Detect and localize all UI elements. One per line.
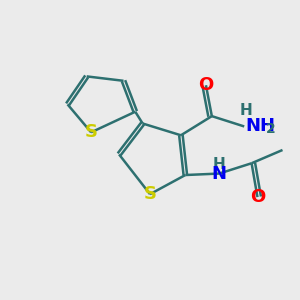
- Text: S: S: [143, 185, 157, 203]
- Text: N: N: [212, 165, 227, 183]
- Text: H: H: [213, 157, 226, 172]
- Text: O: O: [198, 76, 214, 94]
- Text: O: O: [250, 188, 265, 206]
- Text: S: S: [85, 123, 98, 141]
- Text: 2: 2: [266, 122, 276, 136]
- Text: NH: NH: [246, 117, 276, 135]
- Text: H: H: [239, 103, 252, 118]
